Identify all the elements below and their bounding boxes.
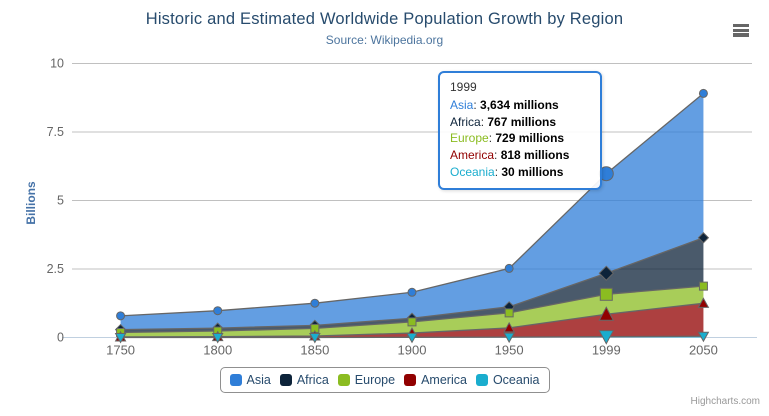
series-area-america[interactable] [120,303,704,338]
legend-label: Europe [354,373,396,387]
point-marker-europe-1900[interactable] [407,317,417,327]
legend-swatch-icon [279,374,292,386]
point-marker-america-1999[interactable] [598,306,615,321]
point-marker-oceania-1750[interactable] [114,332,127,344]
legend-swatch-icon [475,374,488,386]
point-marker-asia-1950[interactable] [504,263,514,273]
point-marker-oceania-2050[interactable] [697,331,710,343]
chart-subtitle: Source: Wikipedia.org [325,33,444,47]
point-marker-oceania-1950[interactable] [503,332,515,344]
legend-label: America [421,373,467,387]
x-axis-label: 1950 [495,343,524,358]
legend-item-europe[interactable]: Europe [337,373,396,387]
x-axis-label: 1999 [592,343,621,358]
legend-label: Oceania [492,373,540,387]
y-axis-label: 0 [57,331,64,345]
point-marker-oceania-1850[interactable] [309,332,321,344]
point-marker-europe-1950[interactable] [504,308,514,318]
point-marker-africa-1999[interactable] [598,265,614,281]
x-axis-label: 1900 [398,343,427,358]
point-marker-asia-1850[interactable] [310,298,320,308]
x-axis-label: 2050 [689,343,718,358]
chart-context-menu-button[interactable] [731,21,753,41]
chart-title: Historic and Estimated Worldwide Populat… [145,10,624,28]
y-axis-label: 10 [50,57,64,71]
series-area-africa[interactable] [120,237,704,333]
legend-item-africa[interactable]: Africa [279,373,329,387]
legend-item-america[interactable]: America [404,373,467,387]
yaxis-title: Billions [24,181,38,225]
y-axis-label: 7.5 [47,125,64,139]
point-marker-asia-1800[interactable] [213,306,223,316]
x-axis-label: 1850 [300,343,329,358]
legend-item-asia[interactable]: Asia [229,373,271,387]
legend: Asia Africa Europe America Oceania [219,367,550,393]
point-marker-asia-1900[interactable] [407,287,417,297]
y-axis-label: 2.5 [47,262,64,276]
point-marker-europe-1999[interactable] [599,287,613,301]
point-marker-asia-2050[interactable] [698,88,708,98]
legend-swatch-icon [337,374,350,386]
point-marker-oceania-1999[interactable] [598,330,615,345]
point-marker-africa-2050[interactable] [697,232,710,244]
point-marker-america-2050[interactable] [697,297,710,308]
legend-label: Asia [246,373,271,387]
point-marker-oceania-1900[interactable] [406,332,418,344]
legend-swatch-icon [229,374,242,386]
point-marker-america-1950[interactable] [503,321,515,333]
hamburger-icon [733,23,751,37]
point-marker-asia-1999[interactable] [598,166,614,182]
series-area-asia[interactable] [120,93,704,330]
legend-item-oceania[interactable]: Oceania [475,373,540,387]
point-marker-oceania-1800[interactable] [211,332,224,344]
y-axis-label: 5 [57,194,64,208]
point-marker-asia-1750[interactable] [116,311,126,321]
x-axis-label: 1750 [106,343,135,358]
legend-swatch-icon [404,374,417,386]
credits-link[interactable]: Highcharts.com [690,396,760,407]
point-marker-europe-2050[interactable] [698,281,708,291]
legend-label: Africa [296,373,329,387]
x-axis-label: 1800 [203,343,232,358]
